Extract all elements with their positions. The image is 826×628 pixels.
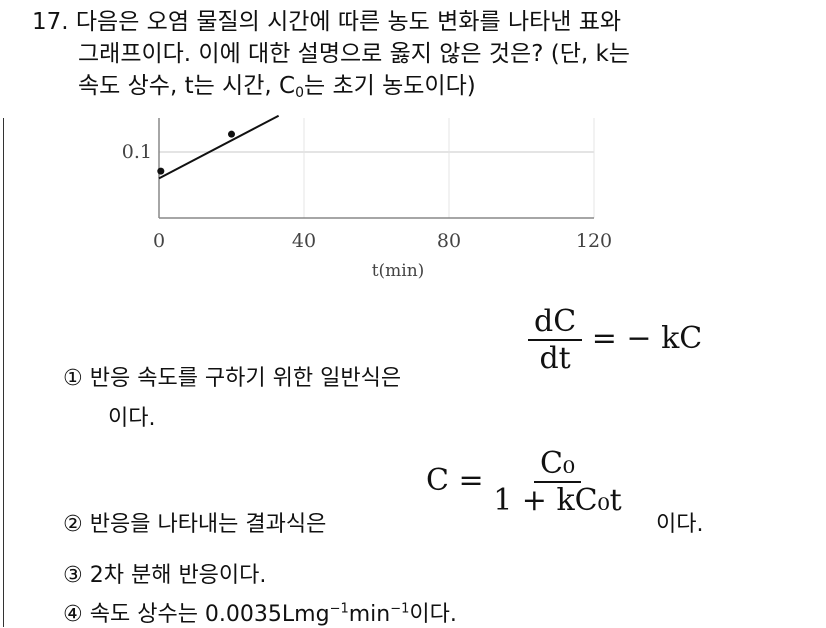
option-3[interactable]: ③ 2차 분해 반응이다. [63, 563, 267, 588]
x-tick-label: 40 [292, 230, 316, 252]
x-axis-label: t(min) [372, 261, 425, 281]
option-2[interactable]: ② 반응을 나타내는 결과식은 [63, 512, 327, 537]
left-border [3, 118, 4, 627]
data-point [157, 167, 165, 175]
option-4[interactable]: ④ 속도 상수는 0.0035Lmg−1min−1이다. [63, 601, 457, 627]
y-tick-label: 0.1 [122, 141, 152, 163]
option-1-continued: 이다. [108, 406, 156, 431]
question-number: 17. [32, 9, 69, 35]
option-1[interactable]: ① 반응 속도를 구하기 위한 일반식은 [63, 366, 402, 391]
x-tick-label: 120 [576, 230, 612, 252]
question-stem: 17. 다음은 오염 물질의 시간에 따른 농도 변화를 나타낸 표와 그래프이… [32, 9, 630, 101]
data-point [228, 130, 235, 138]
option-1-equation: dC dt = − kC [528, 304, 702, 376]
fit-line [158, 114, 280, 180]
option-2-equation: C = C₀ 1 + kC₀t [426, 446, 622, 518]
concentration-chart: 0 40 80 120 0.1 t(min) [122, 114, 612, 281]
x-tick-label: 80 [437, 230, 461, 252]
x-tick-label: 0 [153, 230, 165, 252]
